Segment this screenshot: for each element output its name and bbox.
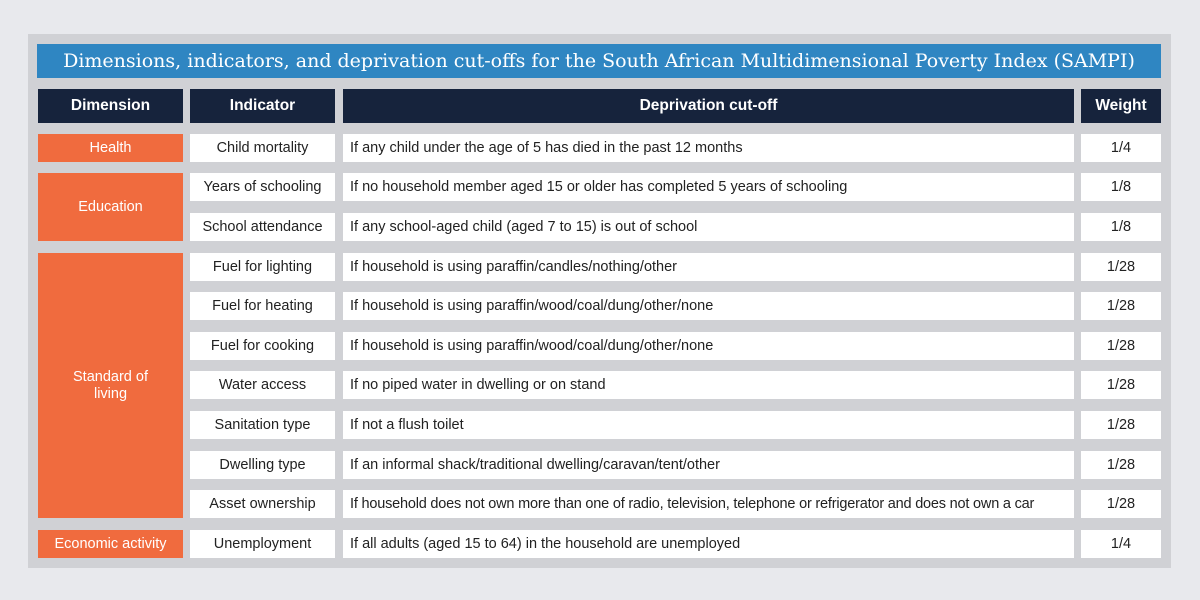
weight-cell: 1/28	[1081, 411, 1161, 439]
indicator-cell: Child mortality	[190, 134, 335, 162]
weight-cell: 1/28	[1081, 490, 1161, 518]
cutoff-cell: If any child under the age of 5 has died…	[343, 134, 1074, 162]
dimension-economic-activity: Economic activity	[38, 530, 183, 558]
cutoff-cell: If any school-aged child (aged 7 to 15) …	[343, 213, 1074, 241]
indicator-cell: Fuel for lighting	[190, 253, 335, 281]
cutoff-cell: If not a flush toilet	[343, 411, 1074, 439]
indicator-cell: Dwelling type	[190, 451, 335, 479]
weight-cell: 1/8	[1081, 213, 1161, 241]
indicator-cell: Unemployment	[190, 530, 335, 558]
dimension-standard-of-living: Standard of living	[38, 253, 183, 518]
header-weight: Weight	[1081, 89, 1161, 123]
cutoff-cell: If household is using paraffin/wood/coal…	[343, 332, 1074, 360]
weight-cell: 1/28	[1081, 332, 1161, 360]
header-indicator: Indicator	[190, 89, 335, 123]
dimension-health: Health	[38, 134, 183, 162]
weight-cell: 1/4	[1081, 530, 1161, 558]
weight-cell: 1/4	[1081, 134, 1161, 162]
indicator-cell: Asset ownership	[190, 490, 335, 518]
indicator-cell: Fuel for cooking	[190, 332, 335, 360]
indicator-cell: Sanitation type	[190, 411, 335, 439]
header-deprivation-cutoff: Deprivation cut-off	[343, 89, 1074, 123]
cutoff-cell: If all adults (aged 15 to 64) in the hou…	[343, 530, 1074, 558]
header-dimension: Dimension	[38, 89, 183, 123]
cutoff-cell: If household is using paraffin/candles/n…	[343, 253, 1074, 281]
cutoff-cell: If no household member aged 15 or older …	[343, 173, 1074, 201]
cutoff-cell: If household does not own more than one …	[343, 490, 1074, 518]
weight-cell: 1/28	[1081, 371, 1161, 399]
weight-cell: 1/28	[1081, 451, 1161, 479]
weight-cell: 1/28	[1081, 253, 1161, 281]
indicator-cell: School attendance	[190, 213, 335, 241]
weight-cell: 1/8	[1081, 173, 1161, 201]
indicator-cell: Water access	[190, 371, 335, 399]
weight-cell: 1/28	[1081, 292, 1161, 320]
dimension-education: Education	[38, 173, 183, 241]
cutoff-cell: If household is using paraffin/wood/coal…	[343, 292, 1074, 320]
cutoff-cell: If no piped water in dwelling or on stan…	[343, 371, 1074, 399]
cutoff-cell: If an informal shack/traditional dwellin…	[343, 451, 1074, 479]
table-title: Dimensions, indicators, and deprivation …	[37, 44, 1161, 78]
indicator-cell: Fuel for heating	[190, 292, 335, 320]
indicator-cell: Years of schooling	[190, 173, 335, 201]
